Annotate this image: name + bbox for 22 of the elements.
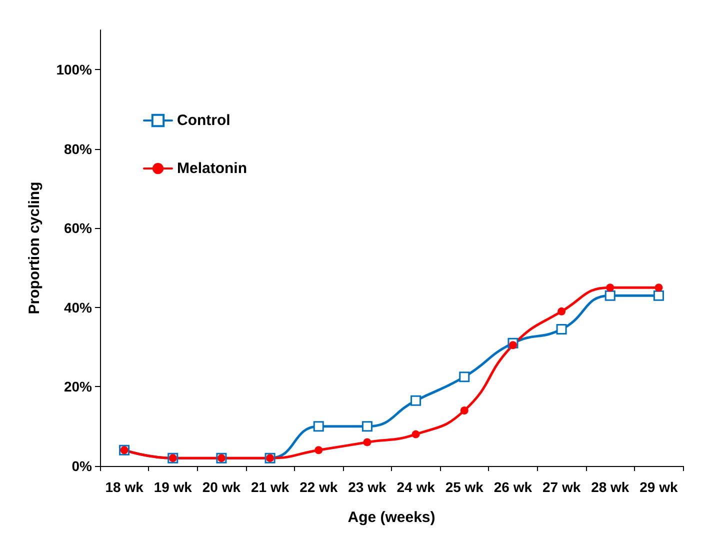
y-tick-label: 40% xyxy=(64,299,93,316)
x-tick-label: 19 wk xyxy=(154,479,192,495)
x-tick-label: 22 wk xyxy=(300,479,338,495)
y-tick-label: 80% xyxy=(64,140,93,157)
y-tick-label: 60% xyxy=(64,220,93,236)
x-tick-label: 29 wk xyxy=(640,479,678,495)
x-tick-label: 24 wk xyxy=(396,479,436,495)
x-tick-label: 20 wk xyxy=(202,479,241,495)
x-axis-title: Age (weeks) xyxy=(348,509,436,526)
y-axis-title: Proportion cycling xyxy=(26,182,43,314)
y-tick-label: 100% xyxy=(56,62,93,78)
x-tick-label: 27 wk xyxy=(542,479,581,495)
x-tick-label: 28 wk xyxy=(591,479,630,495)
y-tick-label: 20% xyxy=(64,378,93,395)
legend-label: Melatonin xyxy=(177,160,247,177)
y-tick-label: 0% xyxy=(72,458,93,474)
x-tick-label: 21 wk xyxy=(250,479,290,495)
x-tick-label: 25 wk xyxy=(445,479,484,495)
x-tick-label: 18 wk xyxy=(105,479,144,495)
x-tick-label: 26 wk xyxy=(494,479,532,495)
legend-label: Control xyxy=(177,112,230,129)
x-tick-label: 23 wk xyxy=(348,479,386,495)
